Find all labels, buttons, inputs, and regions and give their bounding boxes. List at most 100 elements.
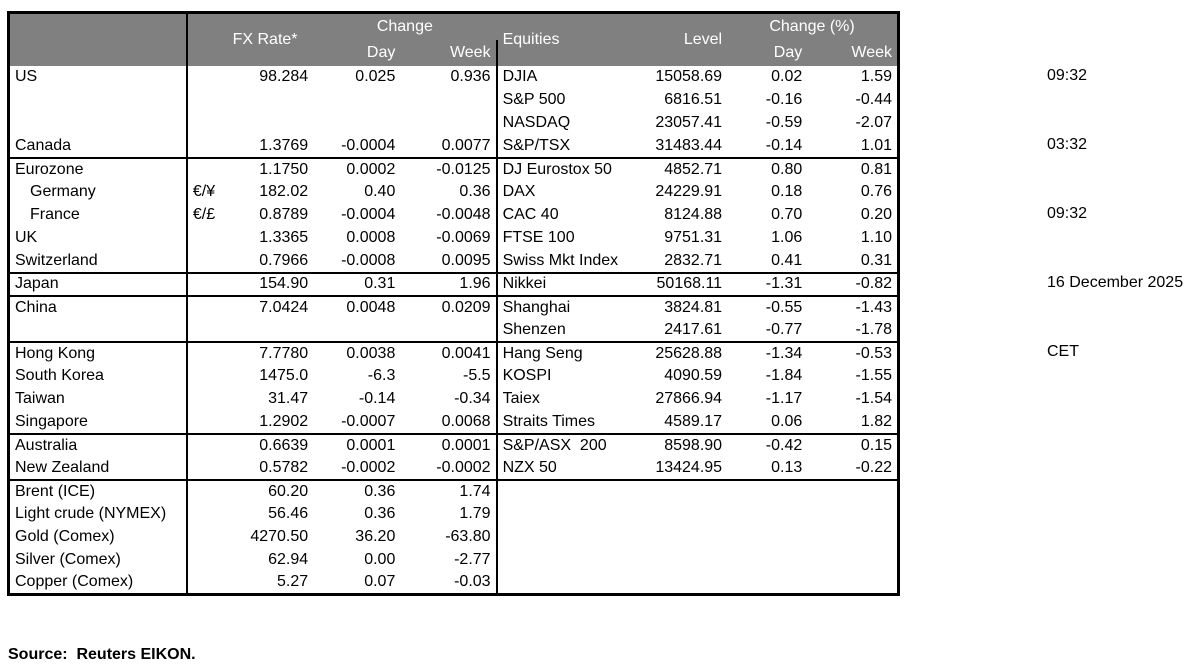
fx-day-change-cell: 0.40 (364, 183, 396, 200)
fx-label-cell: France (8, 203, 188, 227)
table-row: Gold (Comex) 4270.50 36.20 -63.80 (8, 525, 899, 549)
fx-day-change-cell: 0.36 (364, 482, 396, 500)
currency-pair-cell (186, 318, 217, 343)
fx-rate-cell: 98.284 (259, 68, 309, 85)
currency-pair-cell (187, 365, 217, 388)
equity-label-cell: Hang Seng (502, 344, 583, 362)
currency-pair-cell (187, 434, 217, 457)
fx-week-change-cell: -0.0048 (400, 203, 498, 227)
equity-label-cell: KOSPI (502, 367, 552, 384)
equity-level-cell: 31483.44 (629, 134, 728, 159)
table-row: France €/£ 0.8789 -0.0004 -0.0048 CAC 40 8124.… (8, 203, 899, 227)
fx-rate-cell: 1475.0 (259, 367, 309, 384)
equity-level-cell: 8124.88 (664, 206, 723, 223)
fx-rate-cell: 154.90 (216, 272, 314, 297)
equity-level-cell: 6816.51 (664, 91, 723, 108)
equity-week-change-cell: 0.20 (860, 206, 892, 223)
fx-week-change-cell: 0.936 (400, 65, 498, 89)
fx-rate-cell: 7.0424 (259, 298, 309, 316)
fx-day-change-cell: 0.36 (364, 505, 396, 522)
fx-rate-cell: 62.94 (268, 551, 309, 568)
equity-label-cell: S&P/TSX (496, 134, 630, 159)
equity-label-cell: Shenzen (496, 318, 630, 343)
timestamp-line: 09:32 (1047, 205, 1088, 222)
table-row: Canada 1.3769 -0.0004 0.0077 S&P/TSX 31483.44… (8, 134, 899, 159)
fx-week-change-cell: 0.0077 (400, 134, 498, 159)
currency-pair-cell: €/¥ (192, 183, 216, 200)
fx-day-change-cell: 0.0008 (346, 229, 396, 246)
fx-label-cell: Canada (8, 134, 188, 159)
level-header: Level (629, 12, 728, 66)
fx-label-cell: China (8, 295, 188, 319)
fx-rate-cell: 1.2902 (216, 410, 314, 435)
equity-day-change-cell (727, 549, 807, 572)
currency-pair-cell (186, 249, 217, 274)
timestamp-block: 09:32 03:32 09:32 16 December 2025 CET (1047, 18, 1183, 386)
equity-level-cell (630, 503, 727, 526)
fx-week-change-cell: 1.79 (400, 502, 498, 526)
fx-week-change-cell: 0.0209 (400, 295, 498, 319)
table-row: New Zealand 0.5782 -0.0002 -0.0002 NZX 50 134… (8, 456, 899, 481)
fx-day-change-cell: 0.0038 (346, 344, 396, 362)
equity-label-cell (497, 572, 630, 595)
table-row: Australia 0.6639 0.0001 0.0001 S&P/ASX 200 85… (8, 433, 899, 457)
fx-week-change-cell: 1.96 (400, 272, 498, 297)
equity-week-change-cell: -1.78 (807, 318, 899, 343)
fx-week-change-cell: -0.34 (400, 387, 498, 411)
fx-week-change-cell: -5.5 (400, 364, 498, 388)
equity-day-change-cell (727, 526, 807, 549)
table-row: China 7.0424 0.0048 0.0209 Shanghai 3824.81 -0… (8, 295, 899, 319)
equity-label-cell: DAX (502, 183, 536, 200)
corner-label-header (8, 12, 188, 66)
table-row: US 98.284 0.025 0.936 DJIA 15058.69 0.02 1.59 (8, 65, 899, 89)
fx-label-cell: Hong Kong (8, 341, 188, 365)
fx-rate-header: FX Rate* (216, 12, 314, 66)
equity-week-change-cell (807, 526, 898, 549)
fx-week-change-cell (400, 318, 498, 343)
equity-day-change-cell: 1.06 (771, 229, 803, 246)
equity-week-change-cell: 0.76 (860, 183, 892, 200)
table-row: NASDAQ 23057.41 -0.59 -2.07 (8, 111, 899, 135)
fx-rate-cell: 5.27 (277, 573, 309, 591)
currency-pair-cell (186, 456, 217, 481)
equity-day-change-cell: 0.70 (771, 206, 803, 223)
equity-week-change-cell: -1.54 (855, 390, 892, 407)
equity-label-cell: S&P/ASX 200 (502, 436, 607, 454)
equity-week-change-cell: 0.81 (860, 160, 892, 178)
fx-label-cell: South Korea (8, 364, 188, 388)
equity-level-cell: 13424.95 (629, 456, 728, 481)
fx-rate-cell: 7.7780 (259, 344, 309, 362)
fx-day-header: Day (313, 39, 401, 66)
corner-pair-header (186, 12, 217, 66)
fx-rate-cell: 1.3769 (216, 134, 314, 159)
equity-week-change-cell: -1.43 (855, 298, 892, 316)
currency-pair-cell (187, 66, 217, 89)
equities-change-pct-header: Change (%) (727, 12, 899, 40)
currency-pair-cell (187, 526, 217, 549)
equity-week-change-cell: 1.10 (860, 229, 892, 246)
equity-level-cell: 23057.41 (655, 114, 723, 131)
equity-week-change-cell: 0.31 (807, 249, 899, 274)
fx-day-change-cell: 0.0002 (346, 160, 396, 178)
equity-label-cell: Nikkei (496, 272, 630, 297)
equity-label-cell: FTSE 100 (502, 229, 575, 246)
equity-label-cell: Taiex (502, 390, 540, 407)
fx-rate-cell (217, 89, 313, 112)
equity-day-change-cell (727, 572, 807, 595)
table-row: South Korea 1475.0 -6.3 -5.5 KOSPI 4090.59 -1.… (8, 364, 899, 388)
equity-label-cell: Swiss Mkt Index (496, 249, 630, 274)
currency-pair-cell (187, 549, 217, 572)
equity-label-cell (497, 526, 630, 549)
table-row: Hong Kong 7.7780 0.0038 0.0041 Hang Seng 2562… (8, 341, 899, 365)
currency-pair-cell (186, 134, 217, 159)
equity-day-change-cell (727, 503, 807, 526)
equity-day-change-cell (727, 480, 807, 503)
equities-day-header: Day (727, 39, 808, 66)
equity-week-change-cell: -0.53 (855, 344, 892, 362)
equity-label-cell: DJ Eurostox 50 (502, 160, 612, 178)
fx-week-change-cell: -0.0069 (400, 226, 498, 250)
equity-label-cell (497, 480, 630, 503)
fx-label-cell: Brent (ICE) (8, 479, 188, 503)
equity-week-change-cell (807, 549, 898, 572)
equities-header: Equities (496, 12, 630, 66)
